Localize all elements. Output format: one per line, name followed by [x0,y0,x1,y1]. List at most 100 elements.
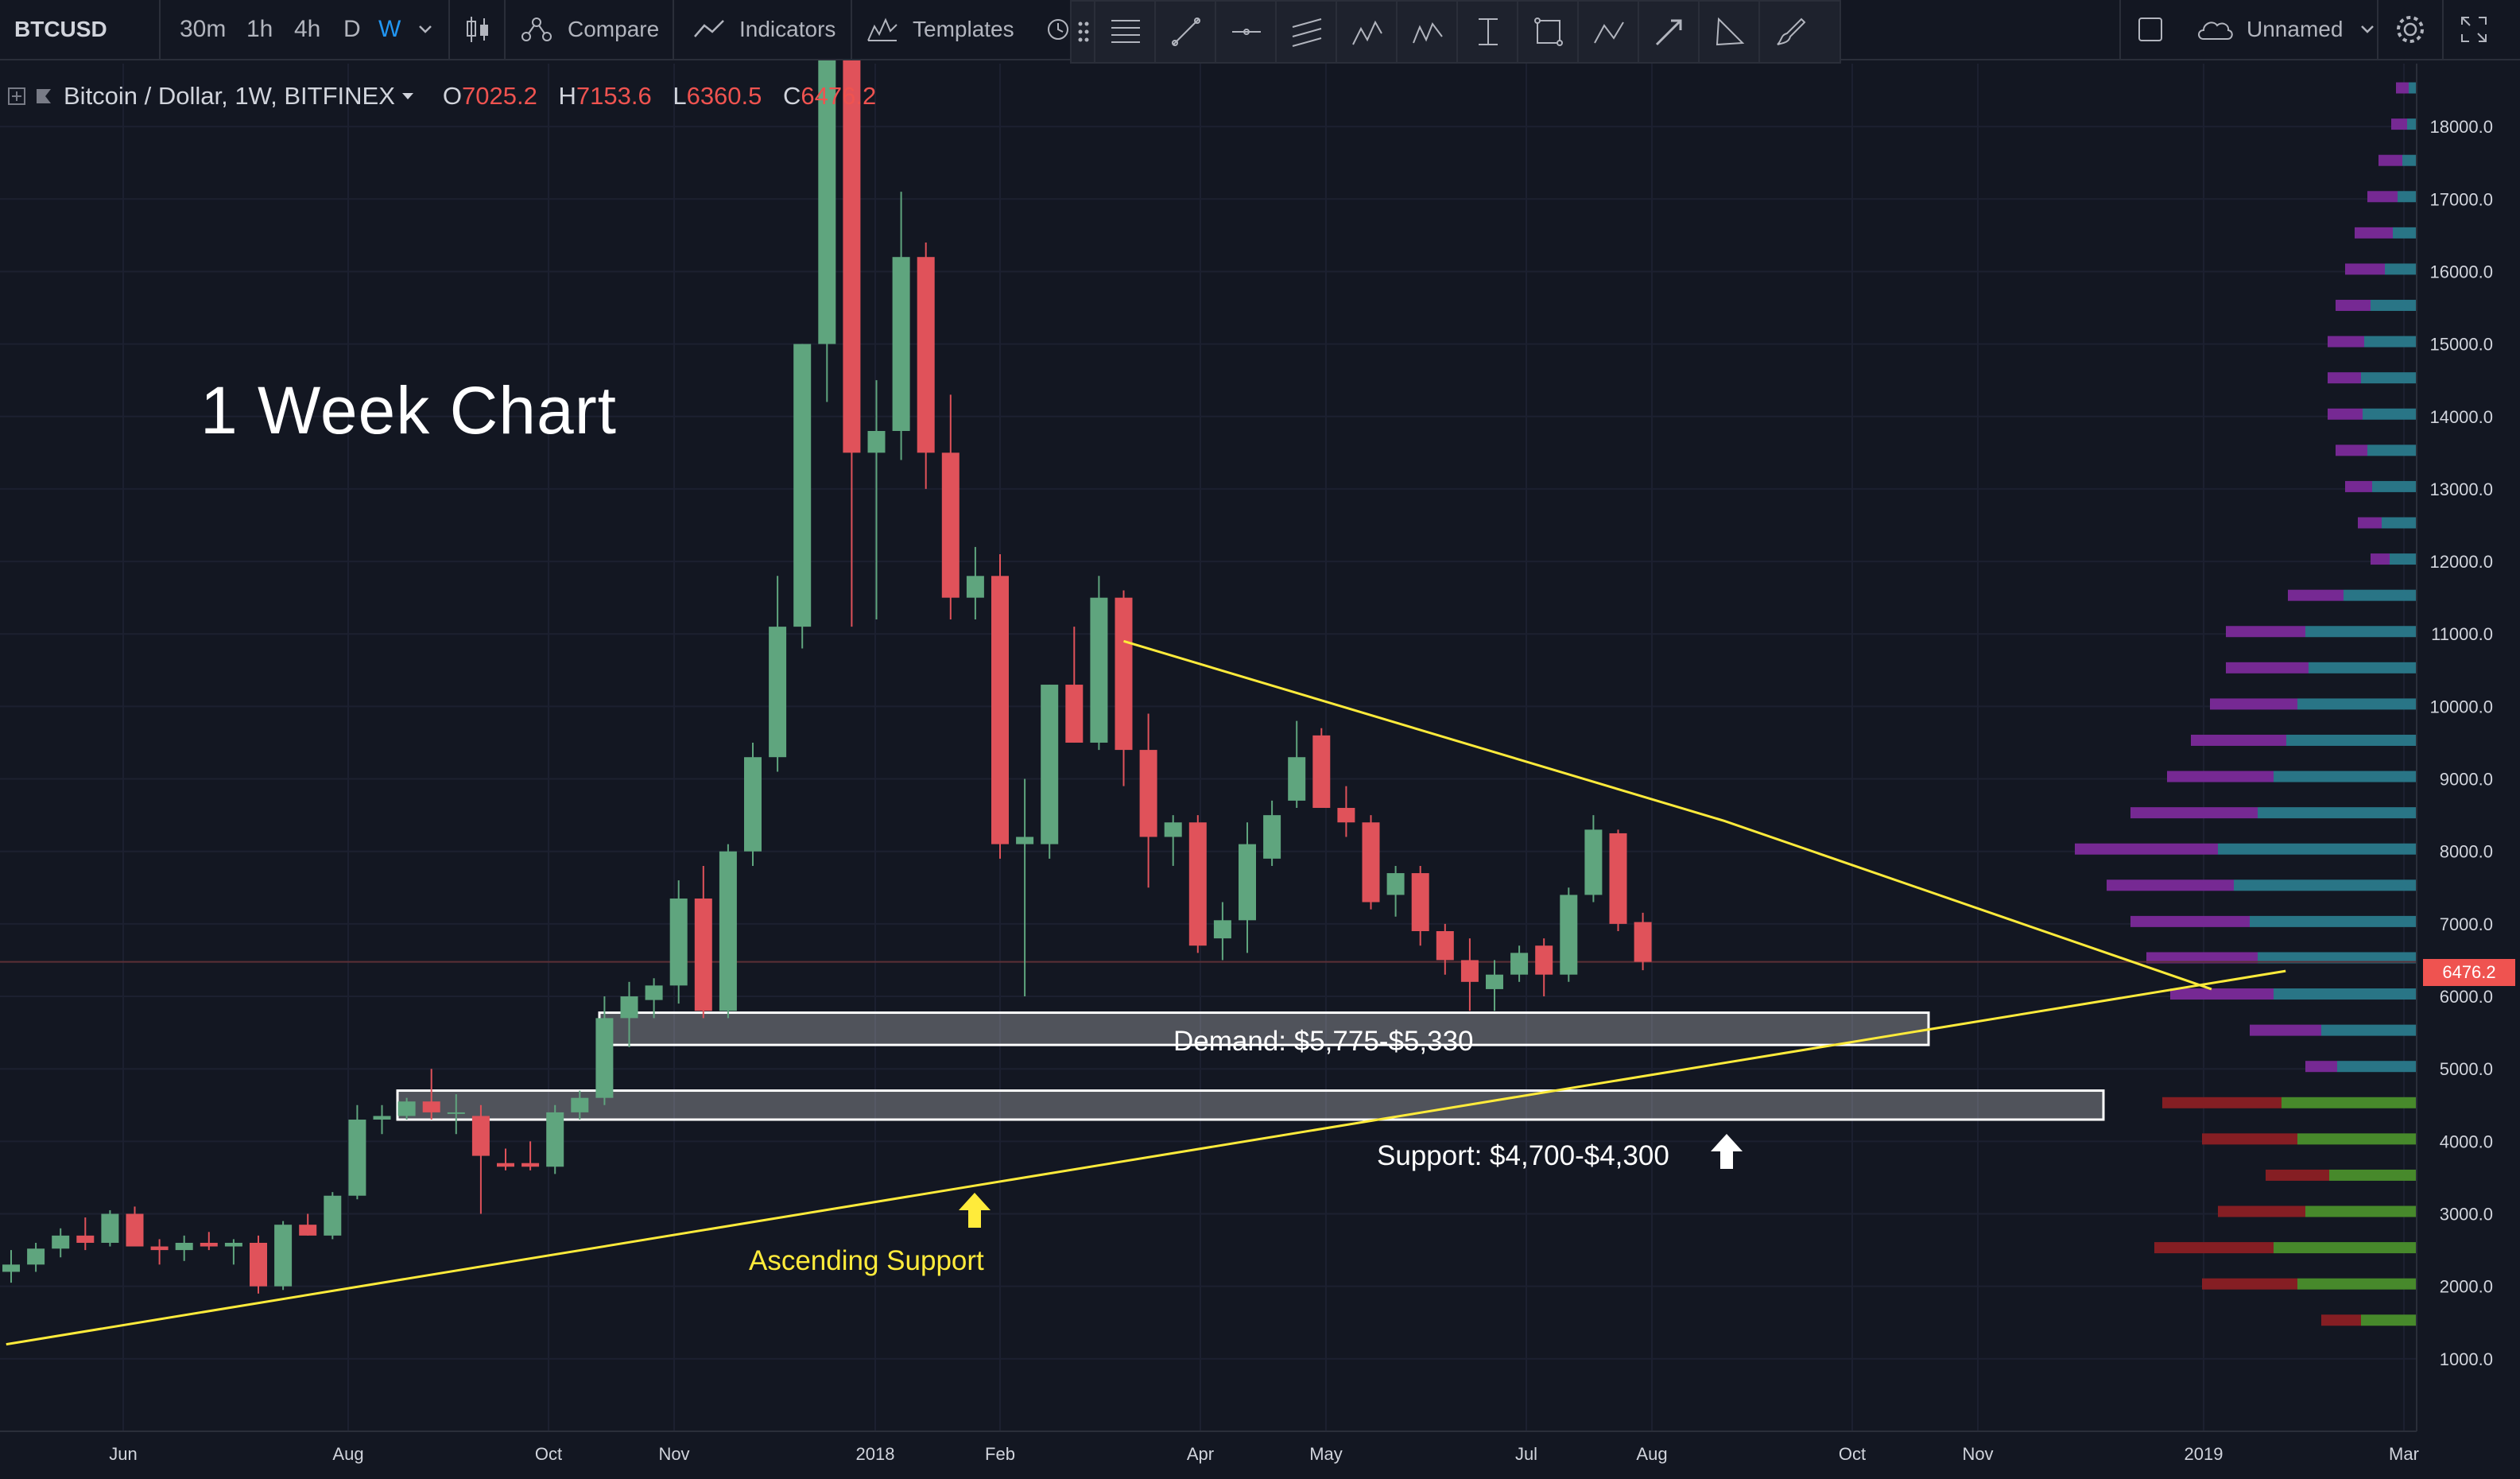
time-axis-label: Jun [109,1444,137,1464]
low-label: L [673,82,687,110]
time-axis-label: Mar [2389,1444,2419,1464]
caret-down-icon[interactable] [401,92,414,100]
tool-vertical-measure[interactable] [1458,2,1518,62]
interval-dropdown[interactable] [418,0,432,59]
layout-toggle-button[interactable] [2137,0,2164,59]
expand-icon[interactable] [8,87,25,105]
volume-profile-bar-up [2402,154,2417,166]
tool-pattern-abc[interactable] [1579,2,1639,62]
candle-body [620,996,638,1019]
volume-profile-bar-down [2336,300,2371,312]
candle-body [1164,822,1182,837]
price-axis-label: 14000.0 [2429,407,2493,427]
volume-profile-bar-down [2250,1024,2321,1036]
settings-button[interactable] [2394,0,2426,59]
volume-profile-bar-down [2218,1205,2305,1217]
time-axis-label: 2018 [856,1444,895,1464]
layout-name-label: Unnamed [2247,17,2344,41]
volume-profile-bar-down [2130,807,2258,819]
volume-profile-bar-up [2390,553,2417,565]
volume-profile-bar-down [2288,589,2344,601]
symbol-search[interactable]: BTCUSD [14,17,107,41]
candle-body [694,898,712,1011]
candle-body [1486,974,1503,989]
volume-profile-bar-up [2234,879,2417,891]
flag-icon[interactable] [35,87,52,105]
templates-button[interactable]: Templates [866,0,1014,59]
volume-profile-bar-down [2075,843,2218,855]
volume-profile-bar-down [2305,1061,2337,1073]
cloud-icon [2198,21,2233,40]
pattern-abcde-icon [1413,21,1443,44]
volume-profile-bar-down [2154,1242,2274,1254]
fullscreen-button[interactable] [2460,0,2488,59]
interval-30m[interactable]: 30m [180,16,227,42]
volume-profile-bar-down [2367,191,2398,203]
layout-name-button[interactable]: Unnamed [2196,0,2375,59]
indicators-button[interactable]: Indicators [693,0,835,59]
interval-4h[interactable]: 4h [294,16,321,42]
price-axis-label: 12000.0 [2429,552,2493,572]
candle-body [1535,945,1553,975]
candle-body [422,1101,440,1112]
volume-profile-bar-up [2372,480,2417,492]
volume-profile-bar-down [2345,480,2372,492]
tool-triangle[interactable] [1700,2,1760,62]
candle-body [991,576,1009,844]
candle-body [1090,597,1108,743]
tool-arrow[interactable] [1639,2,1700,62]
last-price-tag: 6476.2 [2423,959,2515,986]
toolbar-divider [2442,0,2444,59]
candle-body [744,757,762,852]
interval-w[interactable]: W [378,16,401,42]
tool-horizontal-lines[interactable] [1095,2,1156,62]
vertical-measure-icon [1479,18,1498,45]
tool-rectangle[interactable] [1518,2,1579,62]
candle-body [1239,844,1256,921]
volume-profile-bar-down [2146,952,2258,964]
volume-profile-bar-up [2305,1205,2417,1217]
candle-body [571,1097,589,1112]
symbol-title[interactable]: Bitcoin / Dollar, 1W, BITFINEX [64,82,395,110]
tool-trend-line[interactable] [1156,2,1216,62]
interval-d[interactable]: D [343,16,361,42]
volume-profile-bar-down [2130,915,2250,927]
chart-style-button[interactable] [464,0,491,59]
price-axis-label: 16000.0 [2429,262,2493,281]
candle-body [1362,822,1380,903]
chevron-down-icon [419,25,432,33]
tool-horizontal-ray[interactable] [1216,2,1277,62]
candle-body [595,1018,614,1098]
volume-profile-bar-down [2107,879,2234,891]
volume-profile-bar-down [2328,408,2363,420]
ascending-arrow-icon [959,1193,991,1228]
candle-body [1016,837,1034,844]
time-axis-label: Oct [535,1444,562,1464]
volume-profile-bar-up [2344,589,2417,601]
time-axis-label: Aug [332,1444,363,1464]
open-value: 7025.2 [462,82,537,110]
volume-profile-bar-down [2167,771,2274,782]
volume-profile-bar-down [2371,553,2390,565]
tool-brush[interactable] [1760,2,1820,62]
tool-pattern-abcde[interactable] [1398,2,1458,62]
candle-body [769,627,787,758]
volume-profile-bar-down [2170,988,2274,1000]
volume-profile-bar-down [2226,626,2305,638]
candles-icon [467,17,488,42]
parallel-channel-icon [1292,18,1322,47]
volume-profile-bar-down [2378,154,2402,166]
candle-body [1436,930,1454,961]
tool-pattern-xabcd[interactable] [1337,2,1398,62]
compare-button[interactable]: Compare [520,0,659,59]
interval-1h[interactable]: 1h [246,16,273,42]
drag-handle[interactable] [1072,2,1095,62]
alert-button[interactable] [1046,0,1070,59]
candle-body [150,1246,169,1251]
demand-zone-label: Demand: $5,775-$5,330 [1173,1026,1474,1057]
candle-body [397,1101,416,1116]
candle-body [867,430,886,453]
volume-profile-bar-down [2345,263,2385,275]
tool-parallel-channel[interactable] [1277,2,1337,62]
